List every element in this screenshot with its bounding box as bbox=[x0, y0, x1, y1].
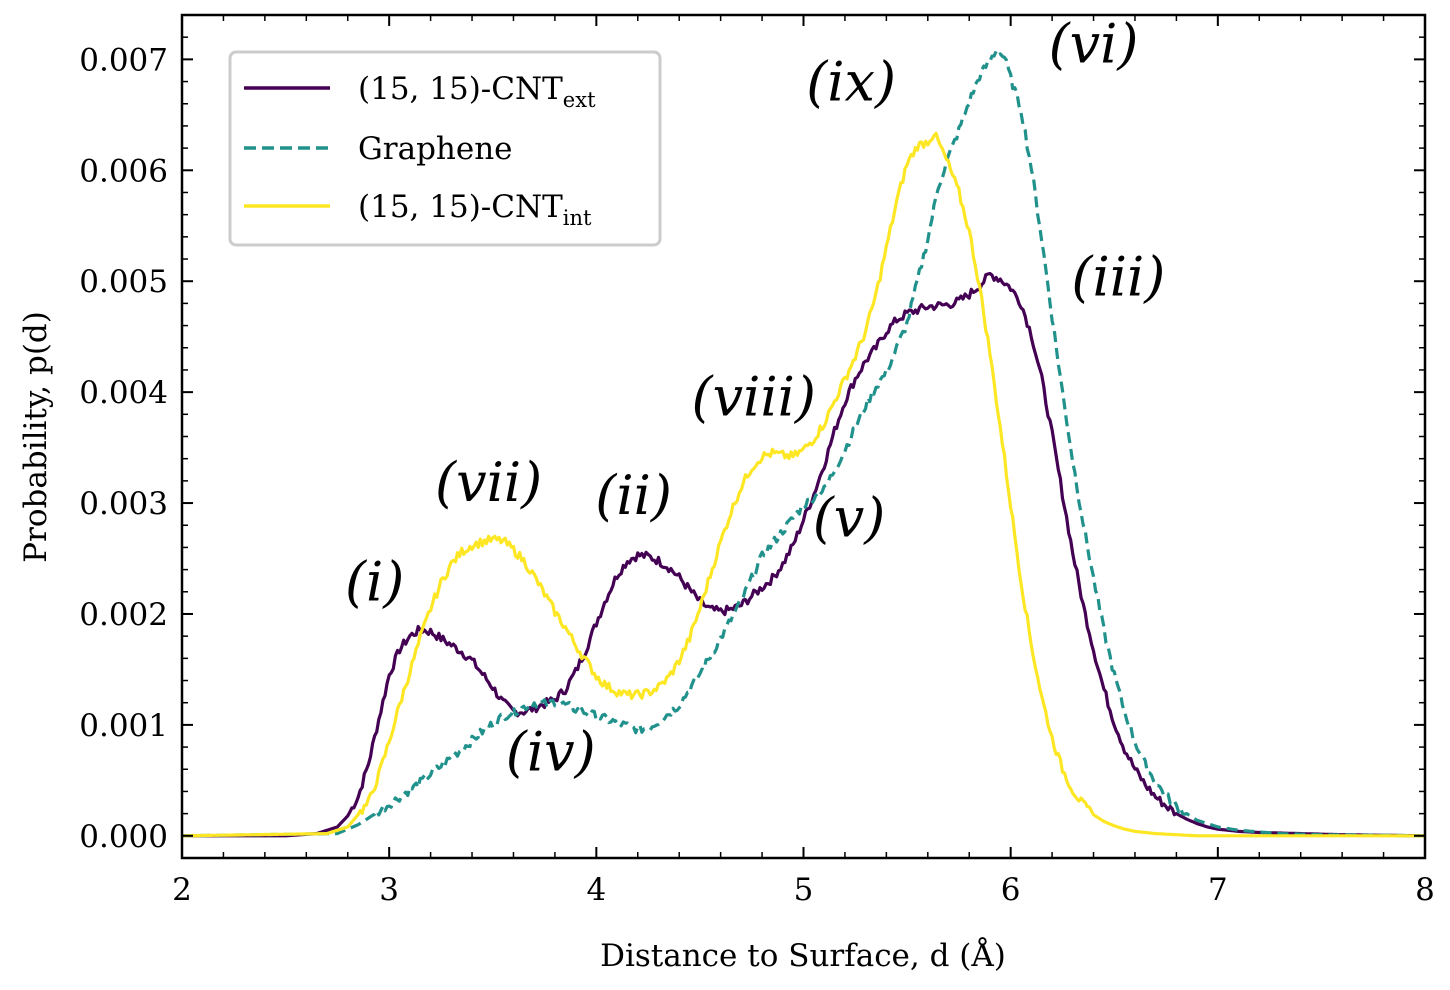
legend-label-graphene: Graphene bbox=[358, 131, 513, 167]
y-tick-label: 0.004 bbox=[79, 375, 168, 411]
peak-annotation: (viii) bbox=[692, 365, 816, 428]
peak-annotation: (vi) bbox=[1049, 13, 1139, 76]
y-tick-label: 0.000 bbox=[79, 819, 168, 855]
peak-annotation: (iii) bbox=[1071, 246, 1165, 309]
x-axis-label: Distance to Surface, d (Å) bbox=[600, 936, 1006, 974]
x-tick-label: 6 bbox=[1001, 872, 1021, 908]
x-tick-label: 4 bbox=[586, 872, 606, 908]
series-line-2 bbox=[182, 131, 1425, 838]
legend: (15, 15)-CNText Graphene (15, 15)-CNTint bbox=[228, 50, 662, 247]
y-tick-label: 0.007 bbox=[79, 42, 168, 78]
peak-annotation: (ix) bbox=[806, 50, 896, 113]
legend-label-cnt-ext: (15, 15)-CNText bbox=[358, 71, 596, 112]
y-tick-label: 0.003 bbox=[79, 486, 168, 522]
x-tick-label: 2 bbox=[172, 872, 192, 908]
y-tick-label: 0.001 bbox=[79, 708, 168, 744]
x-tick-label: 3 bbox=[379, 872, 399, 908]
x-tick-label: 7 bbox=[1208, 872, 1228, 908]
annotation-layer: (i) (ii) (iii) (iv) (v) (vi) (vii) (viii) (ix) bbox=[345, 13, 1165, 784]
y-tick-label: 0.005 bbox=[79, 264, 168, 300]
series-line-1 bbox=[182, 49, 1425, 838]
legend-box bbox=[228, 50, 662, 247]
y-tick-label: 0.002 bbox=[79, 597, 168, 633]
x-tick-label: 8 bbox=[1415, 872, 1435, 908]
peak-annotation: (ii) bbox=[595, 464, 672, 527]
y-axis-label: Probability, p(d) bbox=[18, 311, 54, 563]
x-tick-label: 5 bbox=[794, 872, 814, 908]
series-line-0 bbox=[182, 271, 1425, 838]
y-tick-label: 0.006 bbox=[79, 153, 168, 189]
legend-label-cnt-int: (15, 15)-CNTint bbox=[358, 189, 592, 230]
plot-layer bbox=[182, 49, 1425, 838]
ticks-layer: 2 3 4 5 6 7 8 0.000 0.001 0.002 0.003 0.004 0.005 0.0… bbox=[79, 15, 1435, 908]
peak-annotation: (iv) bbox=[506, 720, 596, 783]
peak-annotation: (vii) bbox=[435, 451, 542, 514]
peak-annotation: (i) bbox=[345, 551, 404, 614]
plot-frame bbox=[180, 13, 1427, 860]
peak-annotation: (v) bbox=[813, 486, 886, 549]
